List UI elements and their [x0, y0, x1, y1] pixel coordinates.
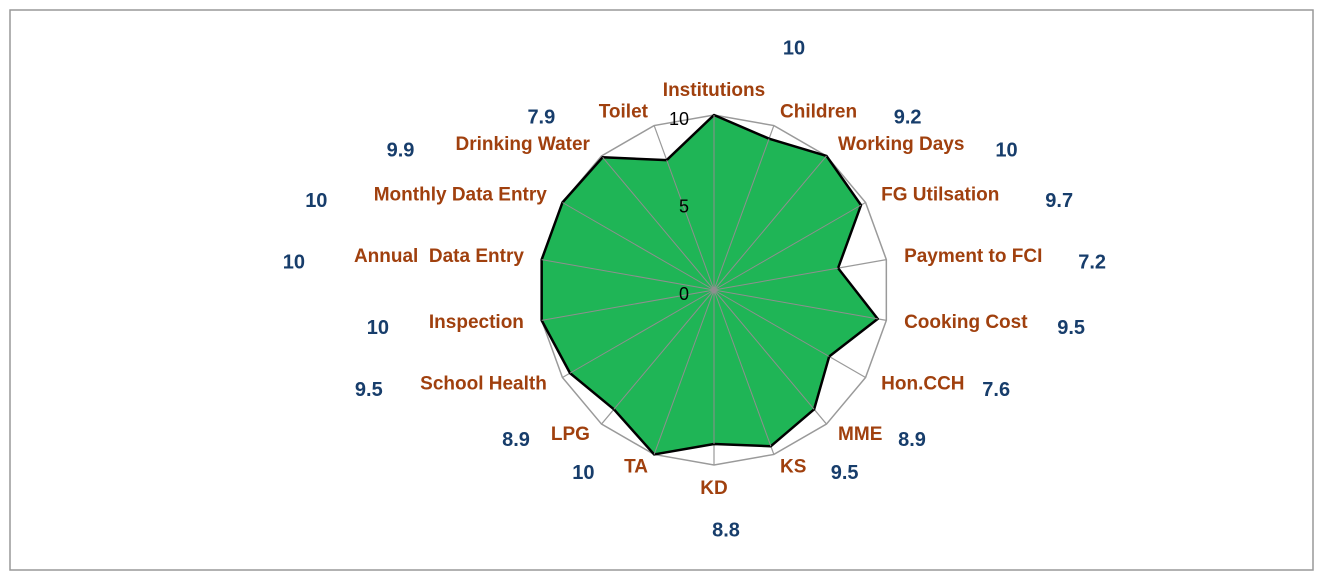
spoke-overlay: [713, 289, 830, 357]
category-label: Hon.CCH: [881, 374, 964, 395]
r-tick-label: 0: [679, 284, 689, 304]
labels: 0 5 10 Institutions 10 Children 9.2 Working Day…: [283, 37, 1106, 541]
plot: [540, 113, 879, 456]
value-label: 8.8: [712, 519, 740, 541]
value-label: 10: [572, 462, 594, 484]
category-label: FG Utilsation: [881, 185, 999, 206]
spoke-overlay: [541, 289, 715, 321]
value-label: 9.5: [1057, 317, 1085, 339]
category-label: Inspection: [429, 312, 524, 333]
category-label: Annual Data Entry: [354, 246, 524, 267]
spoke-overlay: [653, 289, 715, 455]
spoke-overlay: [613, 289, 715, 410]
category-label: Working Days: [838, 134, 964, 155]
spoke-overlay: [713, 267, 839, 291]
value-label: 9.5: [355, 379, 383, 401]
value-label: 9.9: [387, 139, 415, 161]
value-label: 10: [367, 317, 389, 339]
r-tick-label: 10: [669, 109, 689, 129]
category-label: LPG: [551, 424, 590, 445]
spoke-overlay: [713, 289, 772, 447]
r-tick-label: 5: [679, 196, 689, 216]
category-label: School Health: [420, 374, 547, 395]
spoke-overlay: [666, 159, 715, 291]
spoke-overlay: [713, 138, 770, 291]
spoke-overlay: [713, 204, 862, 291]
value-label: 7.6: [982, 379, 1010, 401]
spoke-overlay: [541, 259, 715, 291]
value-label: 8.9: [898, 429, 926, 451]
spoke-overlay: [713, 155, 827, 291]
category-label: Cooking Cost: [904, 312, 1028, 333]
category-label: Payment to FCI: [904, 246, 1042, 267]
category-label: MME: [838, 424, 882, 445]
value-label: 9.2: [894, 107, 922, 129]
value-label: 8.9: [502, 429, 530, 451]
value-label: 7.2: [1078, 251, 1106, 273]
category-label: Drinking Water: [456, 134, 591, 155]
category-label: Toilet: [599, 101, 649, 122]
spoke-overlay: [713, 289, 878, 320]
value-label: 7.9: [527, 107, 555, 129]
value-label: 10: [283, 251, 305, 273]
value-label: 10: [783, 37, 805, 59]
value-label: 9.7: [1045, 190, 1073, 212]
value-label: 10: [305, 190, 327, 212]
category-label: Institutions: [663, 80, 765, 101]
value-label: 9.5: [831, 462, 859, 484]
spoke-overlay: [562, 202, 715, 291]
spoke-overlay: [713, 289, 815, 410]
spoke-overlay: [569, 289, 715, 374]
spoke-overlay: [602, 156, 715, 291]
value-label: 10: [995, 139, 1017, 161]
category-label: KD: [700, 478, 727, 499]
category-label: TA: [624, 457, 648, 478]
category-label: Monthly Data Entry: [374, 185, 548, 206]
category-label: Children: [780, 101, 857, 122]
category-label: KS: [780, 457, 806, 478]
